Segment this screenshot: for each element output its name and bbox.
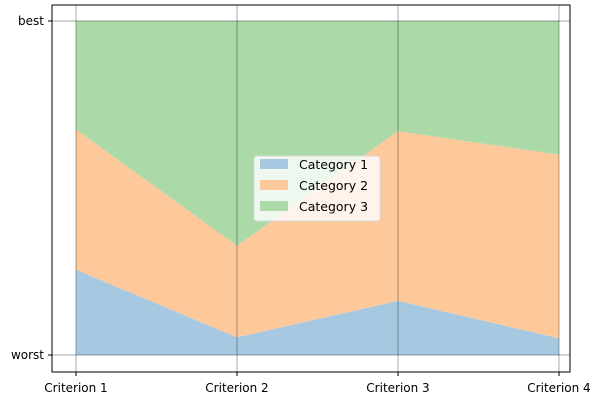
legend-label-3: Category 3	[299, 199, 368, 214]
legend: Category 1 Category 2 Category 3	[253, 155, 381, 222]
area-series-3	[76, 21, 559, 246]
area-series-1	[76, 269, 559, 355]
x-tick-label: Criterion 1	[44, 381, 107, 395]
legend-label-1: Category 1	[299, 157, 368, 172]
y-tick-label: worst	[11, 348, 44, 362]
legend-label-2: Category 2	[299, 178, 368, 193]
y-axis: worst best	[11, 14, 52, 362]
y-tick-label: best	[18, 14, 44, 28]
plot-frame	[51, 4, 571, 373]
x-axis: Criterion 1 Criterion 2 Criterion 3 Criteri…	[44, 372, 591, 395]
x-tick-label: Criterion 3	[366, 381, 429, 395]
area-series-2	[76, 129, 559, 339]
legend-swatch-2	[260, 180, 288, 190]
legend-swatch-3	[260, 201, 288, 211]
legend-swatch-1	[260, 159, 288, 169]
area-layer	[76, 21, 559, 355]
x-tick-label: Criterion 4	[527, 381, 590, 395]
grid-layer	[52, 5, 570, 372]
x-tick-label: Criterion 2	[205, 381, 268, 395]
